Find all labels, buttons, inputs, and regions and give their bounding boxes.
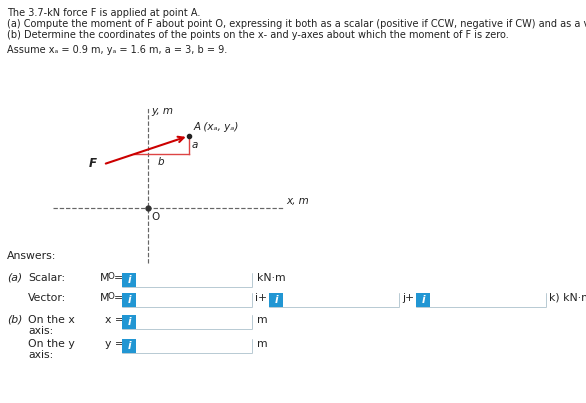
Text: i: i <box>127 275 131 285</box>
Bar <box>136 293 252 307</box>
Text: M: M <box>100 273 110 283</box>
Text: (b): (b) <box>7 315 22 325</box>
Text: (a) Compute the moment of F about point O, expressing it both as a scalar (posit: (a) Compute the moment of F about point … <box>7 19 586 29</box>
Text: kN·m: kN·m <box>257 273 285 283</box>
Bar <box>122 339 136 353</box>
Text: On the y: On the y <box>28 339 75 349</box>
Text: Answers:: Answers: <box>7 251 56 261</box>
Text: The 3.7-kN force F is applied at point A.: The 3.7-kN force F is applied at point A… <box>7 8 200 18</box>
Text: Assume xₐ = 0.9 m, yₐ = 1.6 m, a = 3, b = 9.: Assume xₐ = 0.9 m, yₐ = 1.6 m, a = 3, b … <box>7 45 227 55</box>
Text: i: i <box>274 295 278 305</box>
Bar <box>122 293 136 307</box>
Bar <box>136 315 252 329</box>
Text: (a): (a) <box>7 273 22 283</box>
Text: i: i <box>127 341 131 351</box>
Text: y =: y = <box>105 339 124 349</box>
Text: O: O <box>108 272 115 281</box>
Text: b: b <box>158 157 164 167</box>
Text: a: a <box>192 140 198 150</box>
Text: Scalar:: Scalar: <box>28 273 65 283</box>
Bar <box>136 339 252 353</box>
Bar <box>122 315 136 329</box>
Text: m: m <box>257 339 268 349</box>
Text: i: i <box>421 295 425 305</box>
Bar <box>136 273 252 287</box>
Text: j+: j+ <box>402 293 414 303</box>
Text: Vector:: Vector: <box>28 293 66 303</box>
Bar <box>416 293 546 307</box>
Bar <box>283 293 399 307</box>
Bar <box>430 293 546 307</box>
Text: O: O <box>108 292 115 301</box>
Text: i: i <box>127 295 131 305</box>
Text: m: m <box>257 315 268 325</box>
Text: axis:: axis: <box>28 350 53 360</box>
Bar <box>416 293 430 307</box>
Text: A (xₐ, yₐ): A (xₐ, yₐ) <box>193 122 239 132</box>
Text: axis:: axis: <box>28 326 53 336</box>
Text: =: = <box>114 273 123 283</box>
Text: = (: = ( <box>114 293 131 303</box>
Text: O: O <box>151 212 159 222</box>
Text: (b) Determine the coordinates of the points on the x- and y-axes about which the: (b) Determine the coordinates of the poi… <box>7 30 509 40</box>
Bar <box>269 293 399 307</box>
Bar <box>122 293 252 307</box>
Bar <box>122 315 252 329</box>
Bar <box>269 293 283 307</box>
Text: i+: i+ <box>255 293 267 303</box>
Text: x, m: x, m <box>286 196 309 206</box>
Bar <box>122 273 136 287</box>
Text: y, m: y, m <box>151 106 173 116</box>
Text: x =: x = <box>105 315 124 325</box>
Bar <box>122 273 252 287</box>
Text: F: F <box>89 157 97 170</box>
Text: On the x: On the x <box>28 315 75 325</box>
Bar <box>122 339 252 353</box>
Text: k) kN·m: k) kN·m <box>549 293 586 303</box>
Text: i: i <box>127 317 131 327</box>
Text: M: M <box>100 293 110 303</box>
